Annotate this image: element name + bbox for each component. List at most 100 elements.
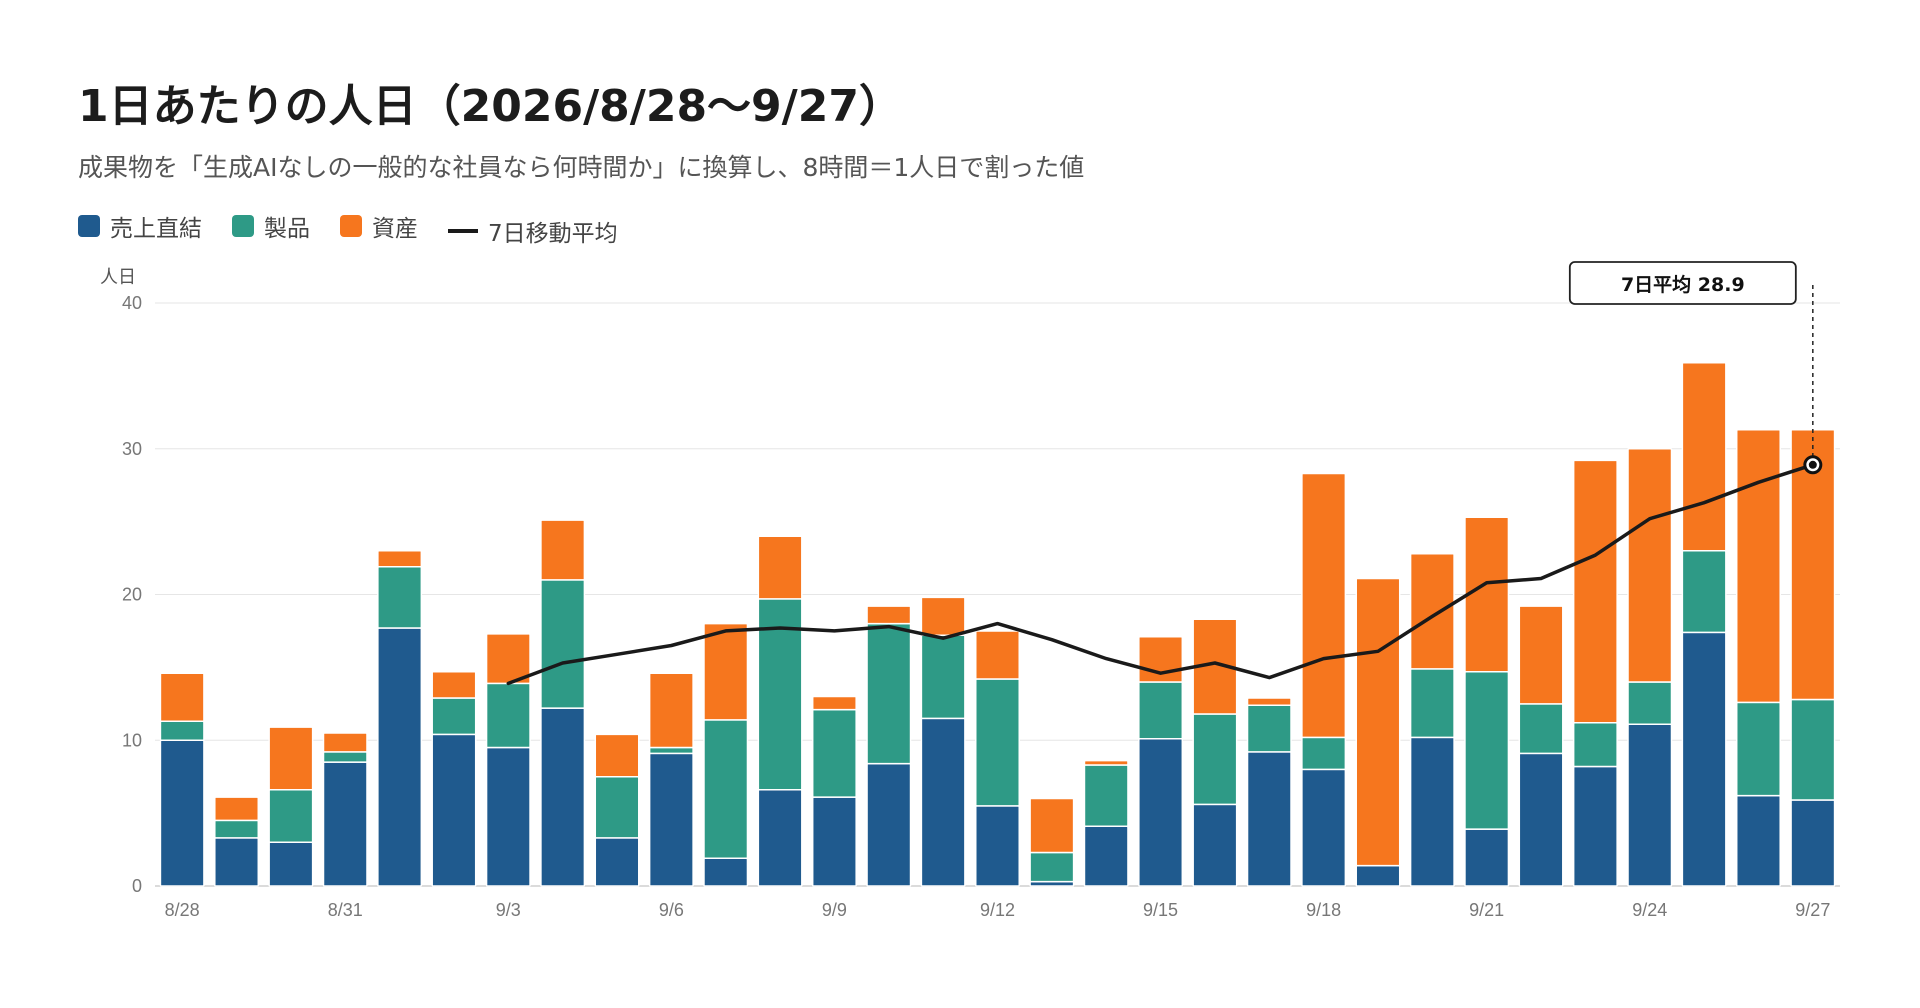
bar-product [268, 789, 314, 844]
bar-sales [540, 707, 586, 887]
bar-product [1518, 703, 1564, 755]
bar-asset [1083, 759, 1129, 766]
y-tick-label: 40 [122, 293, 142, 313]
legend-item-product: 製品 [232, 209, 310, 243]
x-tick-label: 9/24 [1632, 900, 1667, 920]
bar-asset [811, 695, 857, 711]
annotation-marker-dot [1808, 460, 1817, 469]
bar-sales [1138, 738, 1184, 887]
bar-product [1735, 701, 1781, 797]
bar-asset [648, 672, 694, 749]
bar-product [1029, 851, 1075, 883]
bar-sales [866, 762, 912, 887]
bar-product [1246, 704, 1292, 753]
bar-asset [377, 550, 423, 568]
bar-product [1083, 764, 1129, 827]
bar-product [1192, 713, 1238, 806]
bar-sales [811, 796, 857, 887]
bar-sales [1246, 751, 1292, 887]
bar-asset [1464, 516, 1510, 673]
bar-asset [1355, 577, 1401, 867]
bar-product [540, 579, 586, 709]
bar-sales [1572, 765, 1618, 887]
bar-sales [1409, 736, 1455, 887]
bar-sales [1518, 752, 1564, 887]
legend-item-sales: 売上直結 [78, 209, 202, 243]
bar-product [648, 746, 694, 755]
bar-product [811, 708, 857, 798]
bar-asset [866, 605, 912, 625]
moving-average-line [506, 463, 1815, 686]
bar-product [866, 622, 912, 765]
y-tick-label: 20 [122, 585, 142, 605]
bar-asset [1301, 472, 1347, 739]
bar-product [1409, 668, 1455, 739]
bar-asset [1627, 448, 1673, 683]
bar-asset [1029, 797, 1075, 854]
bar-asset [920, 596, 966, 637]
annotation-label: 7日平均 28.9 [1621, 273, 1745, 296]
bar-product [594, 775, 640, 839]
legend-label-ma: 7日移動平均 [488, 221, 618, 247]
bar-asset [540, 519, 586, 581]
annotation-box [1568, 261, 1797, 305]
y-axis-label: 人日 [100, 267, 136, 288]
x-tick-label: 9/12 [980, 900, 1015, 920]
bar-asset [214, 796, 260, 822]
legend: 売上直結 製品 資産 7日移動平均 [78, 204, 618, 248]
bar-sales [377, 627, 423, 887]
bar-sales [1083, 825, 1129, 887]
bar-product [1572, 722, 1618, 768]
bar-asset [1572, 459, 1618, 724]
legend-swatch-product [232, 215, 254, 237]
bar-asset [1409, 552, 1455, 670]
bar-sales [485, 746, 531, 887]
bar-product [1681, 550, 1727, 634]
bar-sales [1355, 864, 1401, 887]
bar-sales [268, 841, 314, 887]
legend-item-asset: 資産 [340, 209, 418, 243]
bar-product [159, 720, 205, 741]
bar-sales [1192, 803, 1238, 887]
y-tick-label: 10 [122, 730, 142, 750]
legend-swatch-sales [78, 215, 100, 237]
legend-label-asset: 資産 [372, 216, 418, 242]
bar-sales [1790, 799, 1836, 887]
bar-asset [322, 732, 368, 753]
bar-sales [1301, 768, 1347, 887]
bar-sales [1681, 631, 1727, 887]
x-tick-label: 9/6 [659, 900, 684, 920]
bar-sales [322, 761, 368, 887]
bar-asset [594, 733, 640, 778]
legend-line-ma [448, 229, 478, 233]
bar-product [1301, 736, 1347, 771]
bar-asset [975, 630, 1020, 680]
x-tick-label: 9/3 [496, 900, 521, 920]
y-tick-label: 30 [122, 439, 142, 459]
x-tick-label: 8/31 [328, 900, 363, 920]
bar-sales [648, 752, 694, 887]
bar-product [1790, 698, 1836, 801]
bar-product [214, 819, 260, 839]
legend-label-sales: 売上直結 [110, 216, 202, 242]
bar-sales [1735, 794, 1781, 887]
bar-product [1138, 681, 1184, 740]
bar-product [431, 697, 477, 736]
bar-product [1627, 681, 1673, 725]
chart-subtitle: 成果物を「生成AIなしの一般的な社員なら何時間か」に換算し、8時間＝1人日で割っ… [78, 153, 1085, 182]
legend-swatch-asset [340, 215, 362, 237]
bar-asset [1246, 697, 1292, 707]
legend-label-product: 製品 [264, 216, 310, 242]
legend-item-ma: 7日移動平均 [448, 214, 618, 248]
bar-sales [703, 857, 749, 887]
bar-product [975, 678, 1020, 807]
bar-asset [268, 726, 314, 791]
x-tick-label: 9/21 [1469, 900, 1504, 920]
bar-product [377, 566, 423, 629]
bar-asset [1735, 429, 1781, 704]
bar-sales [975, 805, 1020, 887]
bar-sales [214, 837, 260, 887]
bar-sales [1464, 828, 1510, 887]
bar-sales [159, 739, 205, 887]
bar-product [703, 719, 749, 860]
